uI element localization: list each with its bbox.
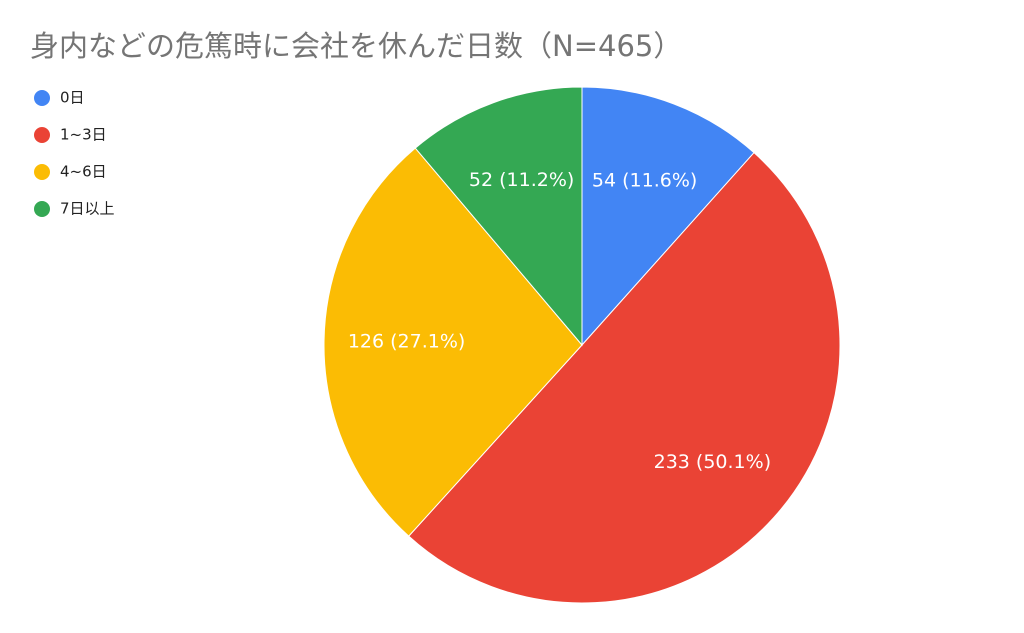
data-label: 54 (11.6%) [592, 170, 697, 192]
pie-slice [581, 86, 755, 347]
legend-marker [34, 201, 50, 217]
pie-slice [414, 86, 583, 347]
pie-slice [323, 147, 583, 537]
legend-label: 1~3日 [60, 126, 107, 144]
data-label: 126 (27.1%) [348, 331, 466, 353]
legend-marker [34, 164, 50, 180]
data-label: 233 (50.1%) [654, 451, 772, 473]
legend-marker [34, 90, 50, 106]
data-label: 52 (11.2%) [469, 169, 574, 191]
pie-slice [408, 151, 841, 604]
legend-label: 4~6日 [60, 163, 107, 181]
legend-label: 0日 [60, 89, 85, 107]
legend-label: 7日以上 [60, 200, 115, 218]
legend-marker [34, 127, 50, 143]
chart-title: 身内などの危篤時に会社を休んだ日数（N=465） [30, 29, 682, 63]
